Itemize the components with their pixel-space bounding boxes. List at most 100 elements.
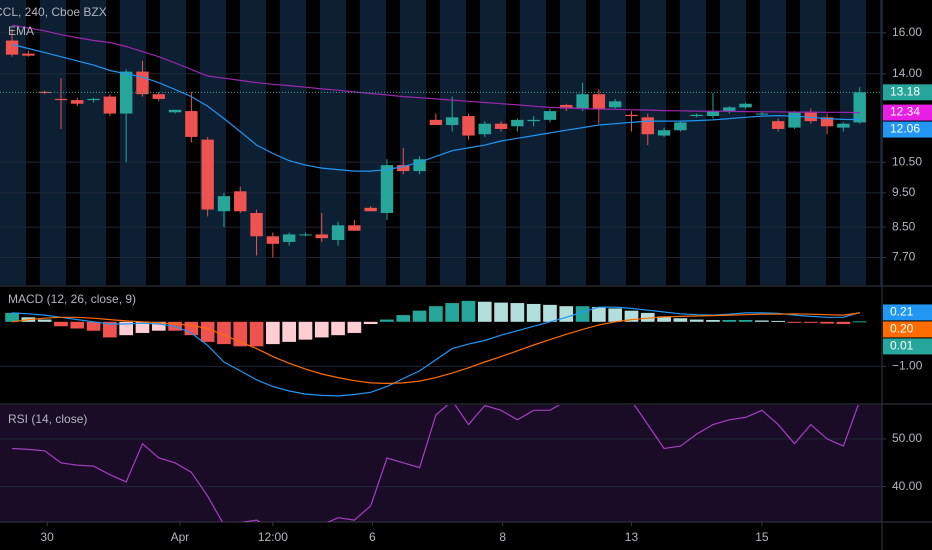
candle-body <box>217 196 231 212</box>
stripe <box>746 0 760 285</box>
indicator-line <box>12 306 860 397</box>
candle-body <box>234 191 247 212</box>
histogram-bar <box>363 321 378 325</box>
candle-body <box>299 234 312 236</box>
stripe <box>586 0 600 285</box>
candle-body <box>38 91 51 94</box>
value-badge <box>883 104 932 121</box>
histogram-bar <box>249 321 264 347</box>
histogram-bar <box>298 321 313 340</box>
candle-body <box>690 114 703 117</box>
candle-body <box>837 123 850 128</box>
candle-body <box>543 111 557 120</box>
x-tick-label: 6 <box>369 530 376 544</box>
candle-body <box>608 101 622 108</box>
indicator-title: EMA <box>8 24 34 38</box>
candle-body <box>54 98 68 101</box>
candle-body <box>250 212 263 237</box>
histogram-bar <box>722 320 737 322</box>
value-badge <box>883 121 932 138</box>
histogram-bar <box>331 321 345 336</box>
candle-body <box>136 71 149 95</box>
histogram-bar <box>429 306 443 322</box>
histogram-bar <box>657 316 671 322</box>
candle-body <box>657 130 671 136</box>
histogram-bar <box>852 321 867 323</box>
candle-body <box>739 103 752 108</box>
histogram-bar <box>380 319 394 322</box>
histogram-bar <box>282 321 297 342</box>
candle-body <box>380 165 394 213</box>
candle-body <box>22 53 35 56</box>
histogram-bar <box>217 321 231 345</box>
stripe <box>466 0 480 285</box>
stripe <box>306 0 320 285</box>
indicator-line <box>11 43 860 172</box>
candle-body <box>592 94 606 109</box>
histogram-bar <box>266 321 280 345</box>
candle-body <box>771 121 785 129</box>
histogram-bar <box>787 321 802 323</box>
x-tick-label: 13 <box>625 530 639 544</box>
candle-body <box>462 116 475 136</box>
histogram-bar <box>494 302 508 322</box>
histogram-bar <box>543 304 557 322</box>
candle-body <box>152 94 165 99</box>
candle-body <box>445 117 459 126</box>
x-tick-label: 15 <box>755 530 769 544</box>
histogram-bar <box>445 303 460 322</box>
histogram-bar <box>755 320 769 322</box>
y-tick-label: 7.70 <box>892 250 916 264</box>
candle-body <box>527 119 540 122</box>
x-tick-label: 12:00 <box>258 530 288 544</box>
stripe <box>666 0 680 285</box>
candle-body <box>201 139 214 210</box>
histogram-bar <box>836 321 851 325</box>
histogram-bar <box>738 320 753 322</box>
y-tick-label: 14.00 <box>892 66 922 80</box>
histogram-bar <box>314 321 329 338</box>
stripe <box>626 0 640 285</box>
candle-body <box>5 40 19 55</box>
histogram-bar <box>592 307 606 322</box>
y-tick-label: −1.00 <box>892 359 923 373</box>
y-tick-label: 10.50 <box>892 154 922 168</box>
histogram-bar <box>54 321 68 327</box>
histogram-bar <box>37 319 52 322</box>
candle-body <box>853 92 866 123</box>
candle-body <box>641 117 654 135</box>
value-badge-label: 0.21 <box>890 305 914 319</box>
macd-title: MACD (12, 26, close, 9) <box>8 292 136 306</box>
histogram-bar <box>689 319 704 322</box>
histogram-bar <box>347 321 362 333</box>
x-tick-label: 8 <box>499 530 506 544</box>
value-badge <box>883 84 932 101</box>
candle-body <box>348 225 361 231</box>
candle-body <box>331 225 345 241</box>
candle-body <box>103 96 117 114</box>
histogram-bar <box>135 321 150 333</box>
stripe <box>786 0 800 285</box>
candle-body <box>478 123 491 135</box>
histogram-bar <box>526 303 541 322</box>
candle-body <box>364 207 377 212</box>
histogram-bar <box>396 315 411 322</box>
value-badge-label: 0.20 <box>890 322 914 336</box>
candle-body <box>788 112 801 128</box>
stripe <box>546 0 560 285</box>
candle-body <box>315 234 328 239</box>
symbol-title: CCL, 240, Cboe BZX <box>0 5 107 19</box>
value-badge <box>883 304 932 321</box>
value-badge <box>883 338 932 355</box>
y-tick-label: 8.50 <box>892 219 916 233</box>
candle-body <box>71 100 84 104</box>
pane-macd <box>0 300 882 397</box>
candle-body <box>560 104 573 109</box>
stripe <box>386 0 400 285</box>
histogram-bar <box>559 306 574 322</box>
candle-body <box>87 98 100 101</box>
histogram-bar <box>461 300 476 322</box>
candle-body <box>266 236 280 244</box>
y-tick-label: 50.00 <box>892 431 922 445</box>
